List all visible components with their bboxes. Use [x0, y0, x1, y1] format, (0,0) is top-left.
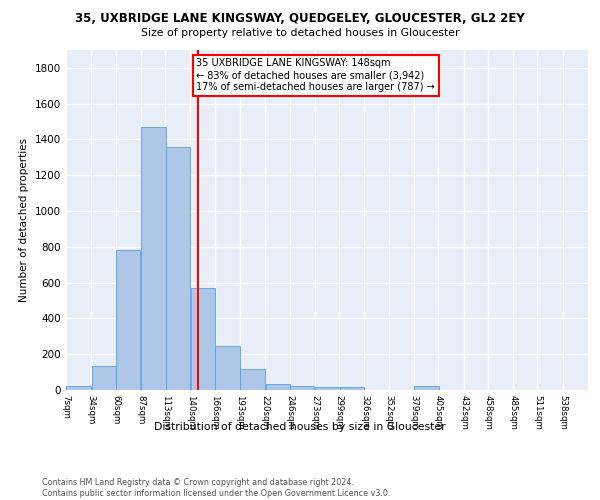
Bar [166, 146, 190, 390]
Bar [141, 127, 166, 390]
Bar [215, 346, 239, 390]
Bar [266, 384, 290, 390]
Text: Distribution of detached houses by size in Gloucester: Distribution of detached houses by size … [154, 422, 446, 432]
Bar [67, 386, 91, 390]
Bar [315, 388, 340, 390]
Bar [92, 366, 116, 390]
Bar [191, 288, 215, 390]
Text: Size of property relative to detached houses in Gloucester: Size of property relative to detached ho… [141, 28, 459, 38]
Text: Contains HM Land Registry data © Crown copyright and database right 2024.
Contai: Contains HM Land Registry data © Crown c… [42, 478, 391, 498]
Text: 35, UXBRIDGE LANE KINGSWAY, QUEDGELEY, GLOUCESTER, GL2 2EY: 35, UXBRIDGE LANE KINGSWAY, QUEDGELEY, G… [75, 12, 525, 26]
Text: 35 UXBRIDGE LANE KINGSWAY: 148sqm
← 83% of detached houses are smaller (3,942)
1: 35 UXBRIDGE LANE KINGSWAY: 148sqm ← 83% … [197, 58, 435, 92]
Bar [241, 370, 265, 390]
Bar [340, 388, 364, 390]
Y-axis label: Number of detached properties: Number of detached properties [19, 138, 29, 302]
Bar [415, 386, 439, 390]
Bar [290, 386, 314, 390]
Bar [116, 250, 140, 390]
